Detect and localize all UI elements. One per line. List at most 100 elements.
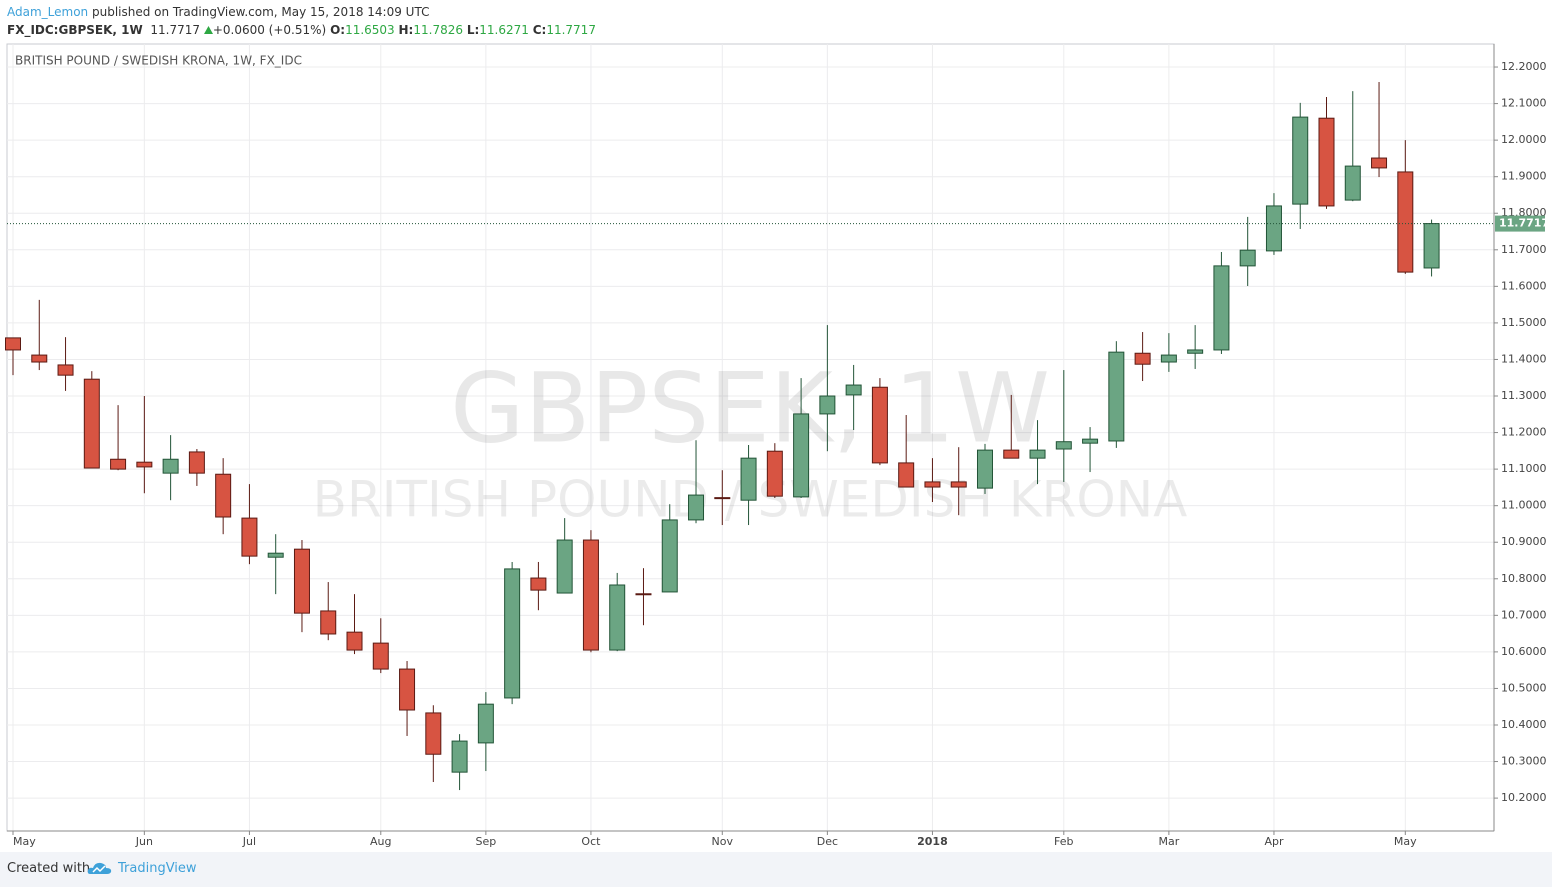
l-value: 11.6271: [479, 23, 529, 37]
candle-body: [1160, 354, 1177, 363]
candle-body: [57, 364, 74, 376]
candle-body: [1134, 352, 1151, 365]
y-tick-label: 11.2000: [1501, 426, 1547, 439]
symbol: FX_IDC:GBPSEK, 1W: [7, 23, 143, 37]
candle-body: [924, 481, 941, 488]
candle-body: [793, 413, 810, 498]
candle-body: [1397, 171, 1414, 273]
y-tick-label: 10.4000: [1501, 718, 1547, 731]
candle-body: [320, 610, 337, 635]
candle-body: [740, 457, 757, 501]
x-tick-label: Dec: [817, 835, 838, 848]
candle-body: [346, 631, 363, 651]
candle-body: [372, 642, 389, 670]
candle-body: [83, 378, 100, 469]
y-tick-label: 11.6000: [1501, 279, 1547, 292]
y-tick-label: 10.6000: [1501, 645, 1547, 658]
publish-line: Adam_Lemon published on TradingView.com,…: [7, 3, 596, 21]
x-tick-label: Oct: [581, 835, 601, 848]
y-tick-label: 11.5000: [1501, 316, 1547, 329]
candle-body: [110, 458, 127, 470]
candle-body: [1344, 165, 1361, 201]
y-tick-label: 12.1000: [1501, 97, 1547, 110]
candle-body: [1213, 265, 1230, 351]
x-tick-label: 2018: [917, 835, 948, 848]
y-tick-label: 11.9000: [1501, 170, 1547, 183]
candle-body: [1239, 249, 1256, 267]
o-label: O:: [330, 23, 346, 37]
candle-body: [976, 449, 993, 489]
candle-body: [399, 668, 416, 711]
price-label-bg: [1495, 215, 1545, 232]
header: Adam_Lemon published on TradingView.com,…: [7, 3, 596, 39]
candle-body: [1265, 205, 1282, 252]
h-label: H:: [398, 23, 414, 37]
candle-body: [188, 451, 205, 474]
candle-body: [1029, 449, 1046, 459]
candle-body: [688, 494, 705, 521]
candle-body: [451, 740, 468, 773]
x-tick-label: Feb: [1054, 835, 1073, 848]
y-tick-label: 12.2000: [1501, 60, 1547, 73]
candle-body: [267, 552, 284, 558]
l-label: L:: [466, 23, 480, 37]
brand[interactable]: TradingView: [118, 861, 197, 876]
x-tick-label: Nov: [712, 835, 734, 848]
candle-body: [714, 497, 731, 500]
candle-body: [871, 386, 888, 464]
candle-body: [950, 481, 967, 488]
candle-body: [162, 458, 179, 474]
candle-body: [425, 712, 442, 755]
candle-body: [661, 519, 678, 593]
y-tick-label: 10.2000: [1501, 791, 1547, 804]
candle-body: [1292, 116, 1309, 205]
y-tick-label: 11.1000: [1501, 462, 1547, 475]
quote-line: FX_IDC:GBPSEK, 1W 11.7717 +0.0600 (+0.51…: [7, 21, 596, 39]
candle-body: [293, 548, 310, 614]
last: 11.7717: [150, 23, 200, 37]
candle-body: [635, 593, 652, 596]
y-tick-label: 11.0000: [1501, 499, 1547, 512]
grid: [7, 44, 1494, 831]
price-label: 11.7717: [1499, 217, 1549, 230]
candle-body: [1108, 351, 1125, 442]
legend: BRITISH POUND / SWEDISH KRONA, 1W, FX_ID…: [15, 54, 302, 68]
change: +0.0600 (+0.51%): [212, 23, 327, 37]
x-tick-label: Apr: [1264, 835, 1284, 848]
y-tick-label: 12.0000: [1501, 133, 1547, 146]
candle-body: [556, 539, 573, 594]
up-arrow: [203, 26, 213, 34]
x-tick-label: Jun: [135, 835, 153, 848]
candle-body: [1423, 223, 1440, 269]
candle-body: [136, 461, 153, 468]
chart: GBPSEK, 1W BRITISH POUND / SWEDISH KRONA…: [5, 43, 1549, 848]
y-tick-label: 10.3000: [1501, 755, 1547, 768]
c-value: 11.7717: [546, 23, 596, 37]
candle-body: [215, 473, 232, 518]
y-tick-label: 11.7000: [1501, 243, 1547, 256]
candle-body: [477, 703, 494, 744]
candle-body: [1187, 349, 1204, 354]
x-tick-label: May: [1394, 835, 1417, 848]
y-tick-label: 10.8000: [1501, 572, 1547, 585]
x-tick-label: May: [13, 835, 36, 848]
x-tick-label: Sep: [475, 835, 496, 848]
candle-body: [766, 450, 783, 497]
footer: Created with TradingView: [0, 852, 1552, 887]
o-value: 11.6503: [345, 23, 395, 37]
c-label: C:: [532, 23, 547, 37]
candle-body: [1003, 449, 1020, 459]
candle-body: [898, 462, 915, 488]
candle-body: [1082, 438, 1099, 444]
candle-body: [5, 337, 21, 351]
watermark: GBPSEK, 1W: [450, 352, 1050, 464]
x-tick-label: Jul: [242, 835, 256, 848]
candle-body: [1318, 117, 1335, 207]
y-tick-label: 10.9000: [1501, 535, 1547, 548]
author[interactable]: Adam_Lemon: [7, 5, 89, 19]
candle-body: [241, 517, 258, 557]
published: published on TradingView.com, May 15, 20…: [91, 5, 430, 19]
x-tick-label: Mar: [1158, 835, 1179, 848]
candle-body: [31, 354, 48, 363]
